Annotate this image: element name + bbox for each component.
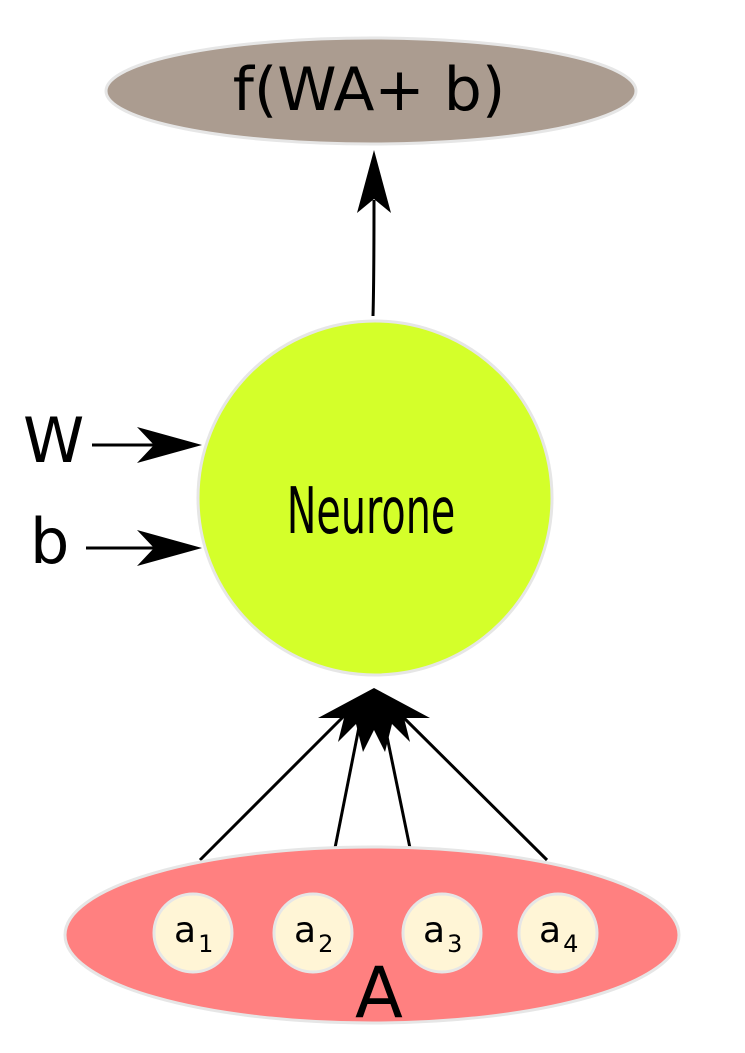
- input-node-3-label: a3: [423, 910, 462, 958]
- input-edge-2: [333, 721, 362, 849]
- output-node: f(WA+ b): [104, 36, 638, 146]
- neuron-circle: [196, 319, 554, 677]
- merged-arrowheads: [318, 688, 430, 752]
- input-node-2-label: a2: [294, 910, 333, 958]
- input-node-3: [401, 892, 483, 974]
- output-ellipse: [104, 36, 638, 146]
- input-node-4: [517, 892, 599, 974]
- input-edge-1: [198, 710, 350, 862]
- input-edge-4: [396, 710, 549, 862]
- neuron-label: Neurone: [287, 474, 455, 549]
- input-arrows: [198, 688, 549, 862]
- input-node-4-label: a4: [539, 910, 578, 958]
- input-layer-ellipse: [63, 845, 681, 1025]
- input-edge-3: [382, 721, 412, 849]
- input-node-2: [272, 892, 354, 974]
- bias-input: b: [30, 505, 202, 578]
- output-arrow: [357, 150, 391, 317]
- input-layer: a1 a2 a3 a4 A: [63, 845, 681, 1034]
- weight-input: W: [23, 404, 202, 477]
- bias-label: b: [30, 505, 69, 578]
- neuron-node: Neurone: [196, 319, 554, 677]
- input-layer-label: A: [355, 952, 403, 1034]
- input-node-1: [152, 892, 234, 974]
- output-label: f(WA+ b): [233, 55, 505, 125]
- input-node-1-label: a1: [174, 910, 213, 958]
- weight-label: W: [23, 404, 84, 477]
